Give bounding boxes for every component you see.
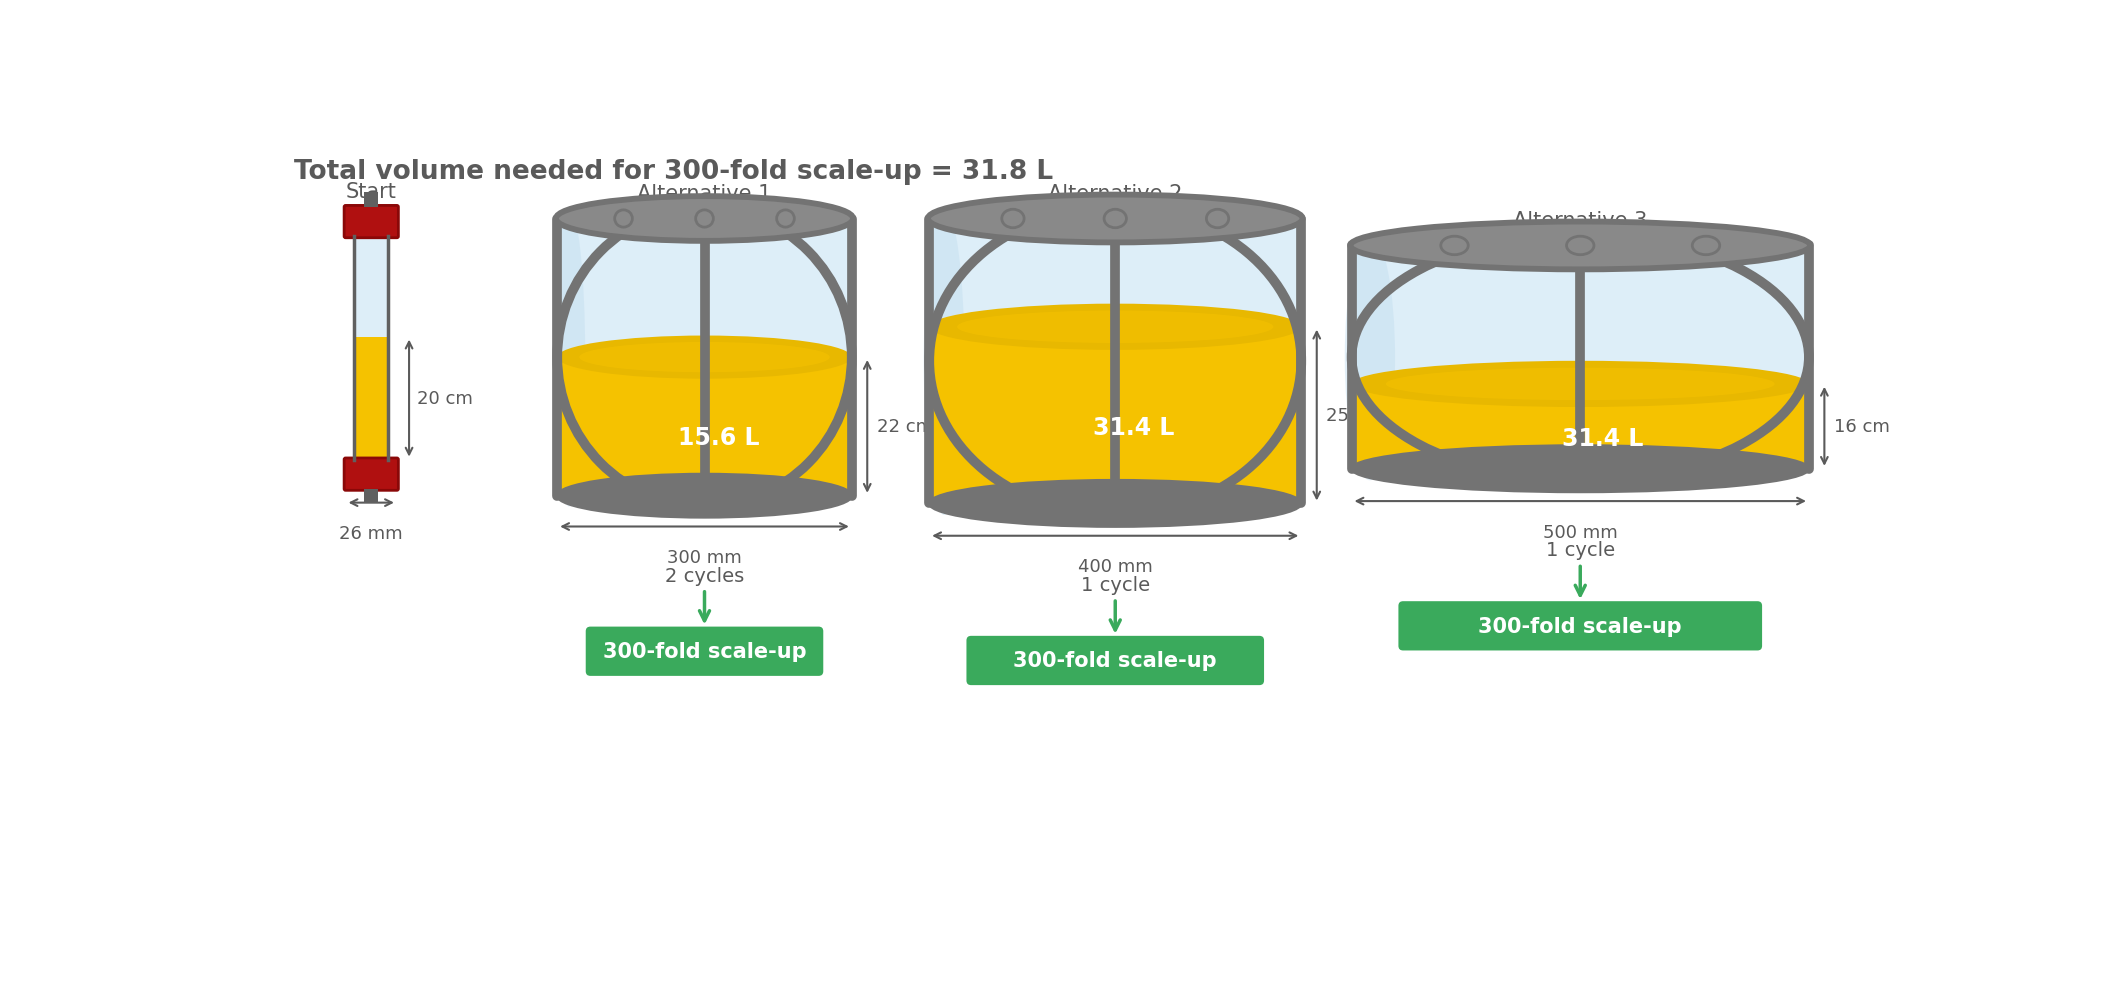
Text: Total volume needed for 300-fold scale-up = 31.8 L: Total volume needed for 300-fold scale-u… [294, 159, 1053, 185]
Ellipse shape [553, 209, 584, 507]
Ellipse shape [1345, 235, 1396, 481]
Text: 300-fold scale-up: 300-fold scale-up [603, 641, 807, 662]
FancyBboxPatch shape [1398, 601, 1761, 651]
Ellipse shape [1104, 210, 1127, 229]
Ellipse shape [1352, 362, 1810, 408]
Ellipse shape [1692, 237, 1719, 255]
Polygon shape [355, 237, 389, 460]
Text: Alternative 2: Alternative 2 [1049, 184, 1183, 204]
FancyBboxPatch shape [586, 627, 824, 676]
Polygon shape [364, 489, 378, 504]
Text: Alternative 3: Alternative 3 [1513, 211, 1648, 231]
Text: 1 cycle: 1 cycle [1545, 541, 1614, 560]
Text: 22 cm: 22 cm [877, 418, 933, 436]
Text: Alternative 1: Alternative 1 [637, 184, 771, 204]
Ellipse shape [923, 208, 965, 516]
Text: 300-fold scale-up: 300-fold scale-up [1013, 651, 1217, 671]
Ellipse shape [557, 475, 851, 518]
Ellipse shape [614, 211, 633, 228]
Polygon shape [557, 220, 851, 496]
Text: 20 cm: 20 cm [416, 390, 473, 408]
Ellipse shape [956, 311, 1274, 344]
Polygon shape [557, 358, 851, 496]
FancyBboxPatch shape [345, 458, 399, 491]
Text: 31.4 L: 31.4 L [1562, 426, 1644, 450]
Text: 2 cycles: 2 cycles [664, 566, 744, 584]
Text: Start: Start [347, 182, 397, 202]
Text: 31.4 L: 31.4 L [1093, 415, 1175, 439]
Ellipse shape [1207, 210, 1230, 229]
Ellipse shape [1003, 210, 1024, 229]
Ellipse shape [776, 211, 795, 228]
FancyBboxPatch shape [345, 206, 399, 239]
Text: 16 cm: 16 cm [1833, 417, 1890, 436]
Ellipse shape [696, 211, 713, 228]
Ellipse shape [555, 197, 853, 242]
Text: 15.6 L: 15.6 L [679, 425, 761, 449]
Polygon shape [1352, 385, 1810, 469]
Ellipse shape [1352, 446, 1810, 492]
Text: 300 mm: 300 mm [666, 549, 742, 567]
Ellipse shape [1349, 223, 1810, 270]
Ellipse shape [1385, 369, 1774, 401]
Ellipse shape [929, 304, 1301, 351]
Ellipse shape [929, 481, 1301, 527]
Text: 500 mm: 500 mm [1543, 523, 1619, 541]
Ellipse shape [1566, 237, 1593, 255]
Ellipse shape [1440, 237, 1467, 255]
Polygon shape [355, 337, 387, 460]
Ellipse shape [557, 336, 851, 380]
Ellipse shape [927, 196, 1303, 244]
Text: 300-fold scale-up: 300-fold scale-up [1478, 616, 1682, 636]
Polygon shape [364, 193, 378, 208]
Ellipse shape [580, 343, 830, 373]
Text: 400 mm: 400 mm [1078, 558, 1152, 576]
Text: 1 cycle: 1 cycle [1080, 576, 1150, 594]
Text: 25 cm: 25 cm [1326, 407, 1383, 424]
Polygon shape [1352, 247, 1810, 469]
FancyBboxPatch shape [967, 636, 1263, 686]
Polygon shape [929, 220, 1301, 504]
Polygon shape [929, 327, 1301, 504]
Text: 26 mm: 26 mm [338, 525, 404, 543]
